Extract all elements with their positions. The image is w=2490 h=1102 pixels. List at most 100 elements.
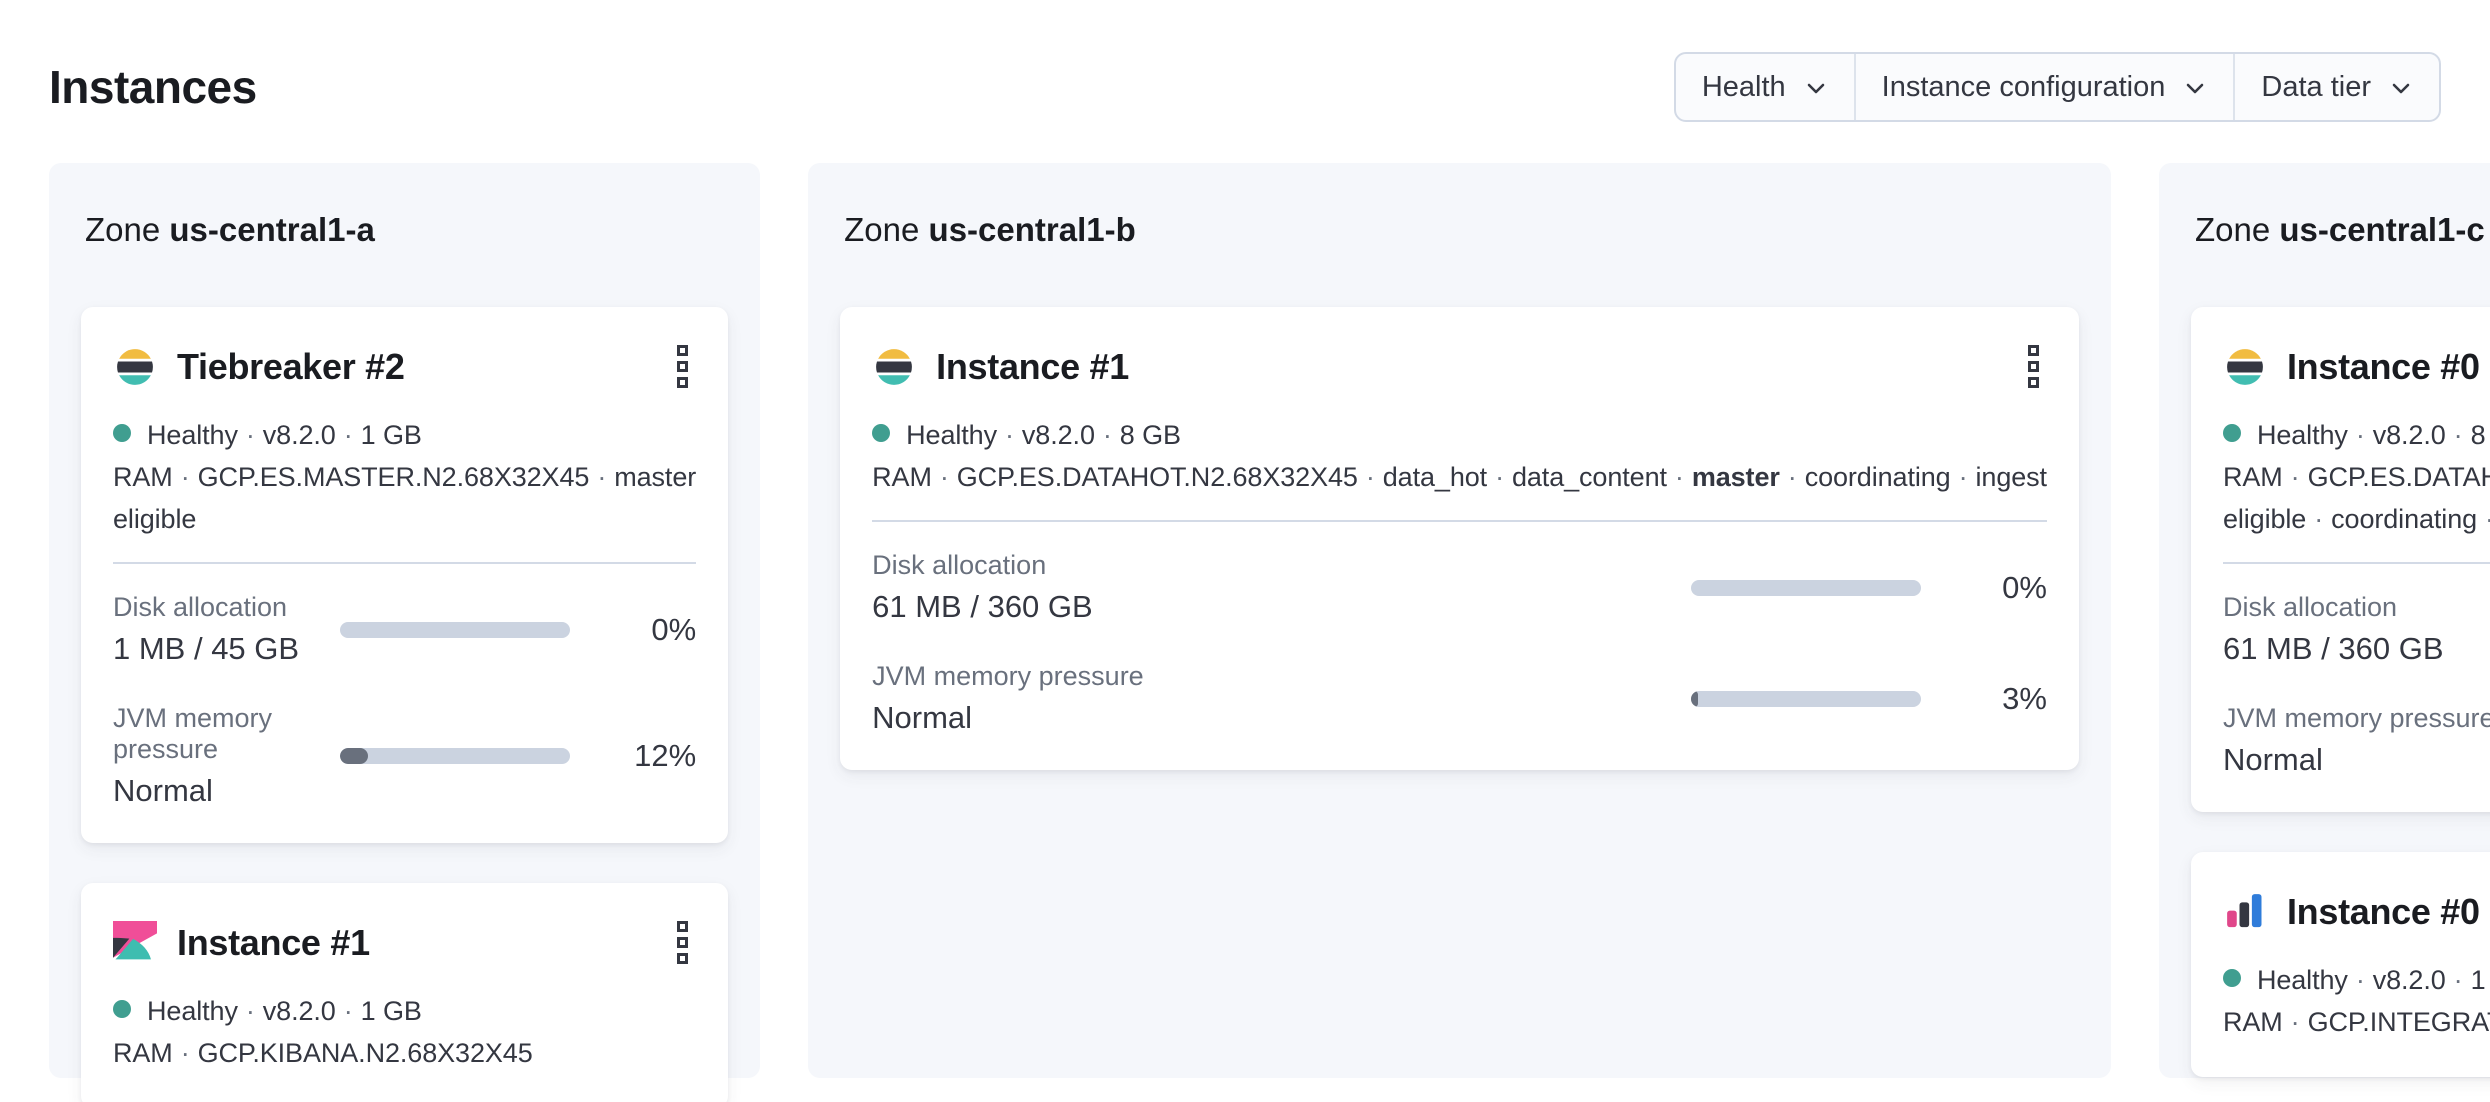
zone-cards: Instance #1 Healthy · v8.2.0 · 8 GB RAM · GCP.… — [840, 307, 2079, 770]
instance-meta-item: master eligible — [113, 462, 697, 534]
metric-value: Normal — [2222, 742, 2323, 777]
filter-instance-configuration-button[interactable]: Instance configuration — [1853, 54, 2234, 120]
instance-card: Instance #0 Healthy·v8.2.0·8 GB RAM·GCP.… — [2190, 307, 2490, 812]
metric-row: JVM memory pressure Normal 12% — [113, 703, 696, 809]
health-dot-icon — [113, 424, 131, 442]
filter-group: Health Instance configuration Data tier — [1673, 52, 2441, 122]
health-dot-icon — [2222, 424, 2241, 442]
instance-menu-button[interactable] — [669, 913, 696, 972]
card-divider — [2222, 562, 2490, 564]
instance-title: Tiebreaker #2 — [177, 345, 405, 387]
zone-panel: Zone us-central1-c Instance #0 Healthy · v… — [2158, 163, 2490, 1078]
zone-title: Zone us-central1-a — [85, 211, 728, 249]
instance-meta-item: v8.2.0 — [2372, 420, 2446, 450]
filter-data-tier-label: Data tier — [2261, 70, 2371, 103]
instance-meta: Healthy·v8.2.0·8 GB RAM·GCP.ES.DATAHOT.N… — [2222, 414, 2490, 540]
instance-metrics: Disk allocation 1 MB / 45 GB 0% JVM memo… — [113, 592, 696, 809]
meta-separator: · — [343, 420, 353, 450]
zone-cards: Tiebreaker #2 Healthy · v8.2.0 · 1 GB RAM · GC… — [81, 307, 729, 1102]
chevron-down-icon — [2183, 75, 2207, 99]
instance-meta-item: GCP.KIBANA.N2.68X32X45 — [197, 1038, 533, 1068]
instance-meta-item: v8.2.0 — [1021, 420, 1095, 450]
page-title: Instances — [49, 61, 257, 113]
instance-meta-item: 8 GB RAM — [2222, 420, 2490, 492]
metric-row: JVM memory pressure Normal 3% — [872, 661, 2047, 736]
instance-status: Healthy — [2256, 420, 2348, 450]
zone-panel: Zone us-central1-b Instance #1 Healthy · v… — [808, 163, 2111, 1078]
metric-percent: 0% — [651, 611, 697, 647]
meta-separator: · — [2290, 1007, 2300, 1037]
metric-label: Disk allocation — [2222, 592, 2398, 622]
metric-progress-bar — [1690, 579, 1921, 596]
instance-meta-item: master eligible — [2222, 504, 2307, 534]
instance-meta-item: data_hot — [1382, 462, 1488, 492]
metric-value: 1 MB / 45 GB — [113, 631, 300, 666]
chevron-down-icon — [2389, 75, 2413, 99]
instance-meta: Healthy·v8.2.0·1 GB RAM·GCP.INTEGRATIONS… — [2222, 959, 2490, 1043]
elasticsearch-logo-icon — [2223, 345, 2267, 389]
metric-label: JVM memory pressure — [113, 703, 273, 764]
zone-title: Zone us-central1-b — [844, 211, 2079, 249]
metric-value: 61 MB / 360 GB — [2222, 631, 2444, 666]
integrations-server-logo-icon — [2223, 890, 2267, 934]
health-dot-icon — [2222, 969, 2241, 987]
meta-separator: · — [2355, 420, 2365, 450]
metric-progress-bar — [340, 621, 571, 638]
filter-data-tier-button[interactable]: Data tier — [2233, 54, 2439, 120]
page-header: Instances Health Instance configuration … — [49, 48, 2441, 126]
instance-meta-item: 1 GB RAM — [113, 420, 422, 492]
zones-row: Zone us-central1-a Tiebreaker #2 Healthy… — [49, 163, 2490, 1102]
metric-progress-fill — [1690, 690, 1698, 707]
metric-percent: 0% — [2002, 569, 2047, 605]
instance-meta-item: v8.2.0 — [262, 996, 336, 1026]
metric-row: JVM memory pressure Normal 2% — [2223, 703, 2490, 778]
card-divider — [872, 520, 2047, 522]
instance-card-header: Instance #1 — [113, 913, 696, 972]
meta-separator: · — [245, 996, 255, 1026]
meta-separator: · — [2485, 504, 2490, 534]
zone-name: us-central1-c — [2279, 211, 2485, 248]
instance-metrics: Disk allocation 61 MB / 360 GB 0% JVM me… — [2223, 592, 2490, 778]
metric-label: JVM memory pressure — [2222, 703, 2490, 733]
filter-health-button[interactable]: Health — [1676, 54, 1854, 120]
metric-progress-bar — [1690, 690, 1921, 707]
meta-separator: · — [1787, 462, 1797, 492]
elasticsearch-logo-icon — [113, 345, 157, 389]
metric-value: Normal — [113, 773, 213, 808]
zone-panel: Zone us-central1-a Tiebreaker #2 Healthy… — [49, 163, 761, 1102]
filter-instance-configuration-label: Instance configuration — [1881, 70, 2166, 103]
instance-meta-item: v8.2.0 — [2372, 965, 2446, 995]
card-divider — [113, 562, 697, 564]
elasticsearch-logo-icon — [872, 345, 916, 389]
instance-status: Healthy — [906, 420, 997, 450]
metric-label: Disk allocation — [872, 550, 1047, 580]
meta-separator: · — [2453, 420, 2463, 450]
zone-word: Zone — [844, 211, 920, 248]
instance-meta-item: GCP.ES.DATAHOT.N2.68X32X45 — [2307, 462, 2490, 492]
instance-menu-button[interactable] — [2020, 337, 2047, 396]
instance-title: Instance #0 — [2286, 345, 2480, 387]
instance-meta: Healthy·v8.2.0·8 GB RAM·GCP.ES.DATAHOT.N… — [872, 414, 2047, 498]
metric-label: JVM memory pressure — [872, 661, 1144, 691]
zone-name: us-central1-b — [928, 211, 1136, 248]
instance-card: Instance #1 Healthy · v8.2.0 · 8 GB RAM · GCP.… — [840, 307, 2079, 770]
instance-card: Tiebreaker #2 Healthy · v8.2.0 · 1 GB RAM · GC… — [81, 307, 729, 843]
instance-meta-item: v8.2.0 — [262, 420, 336, 450]
metric-value: Normal — [872, 700, 973, 735]
chevron-down-icon — [1804, 75, 1828, 99]
meta-separator: · — [180, 462, 190, 492]
instance-card-header: Instance #0 — [2223, 337, 2490, 396]
meta-separator: · — [1495, 462, 1504, 492]
meta-separator: · — [2453, 965, 2463, 995]
metric-row: Disk allocation 61 MB / 360 GB 0% — [2223, 592, 2490, 667]
instance-meta-item: master — [1691, 462, 1780, 492]
metric-row: Disk allocation 61 MB / 360 GB 0% — [872, 550, 2047, 625]
instance-title: Instance #1 — [177, 921, 370, 963]
metric-progress-bar — [340, 748, 571, 764]
meta-separator: · — [1958, 462, 1968, 492]
instance-menu-button[interactable] — [669, 337, 696, 396]
instance-meta-item: 1 GB RAM — [2222, 965, 2490, 1037]
metric-percent: 3% — [2002, 680, 2047, 716]
instance-meta-item: coordinating — [1804, 462, 1951, 492]
meta-separator: · — [939, 462, 949, 492]
